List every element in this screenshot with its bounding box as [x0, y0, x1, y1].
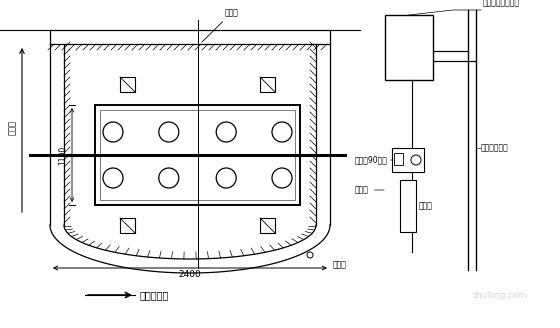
- Text: 南泵送场使道: 南泵送场使道: [481, 144, 508, 153]
- Bar: [95, 105, 300, 205]
- Bar: [385, 15, 433, 80]
- Text: 吃泵（90泵）: 吃泵（90泵）: [355, 155, 392, 165]
- Text: 井令墙: 井令墙: [419, 201, 433, 211]
- Text: 拦钻底: 拦钻底: [202, 8, 239, 42]
- Bar: [120, 77, 135, 92]
- Bar: [100, 110, 295, 200]
- Text: 1100: 1100: [58, 145, 67, 165]
- Text: 恩施（南）: 恩施（南）: [140, 290, 169, 300]
- Bar: [400, 180, 416, 232]
- Text: 2400: 2400: [179, 270, 202, 279]
- Text: 砂、石、水洗料场: 砂、石、水洗料场: [483, 0, 520, 7]
- Text: zhulong.com: zhulong.com: [473, 291, 527, 299]
- Text: 拦水坝: 拦水坝: [333, 260, 347, 270]
- Bar: [394, 153, 403, 165]
- Bar: [260, 218, 275, 233]
- Bar: [392, 148, 424, 172]
- Text: 水流向: 水流向: [7, 120, 16, 135]
- Bar: [120, 218, 135, 233]
- Bar: [260, 77, 275, 92]
- Text: 吃管道: 吃管道: [355, 186, 384, 195]
